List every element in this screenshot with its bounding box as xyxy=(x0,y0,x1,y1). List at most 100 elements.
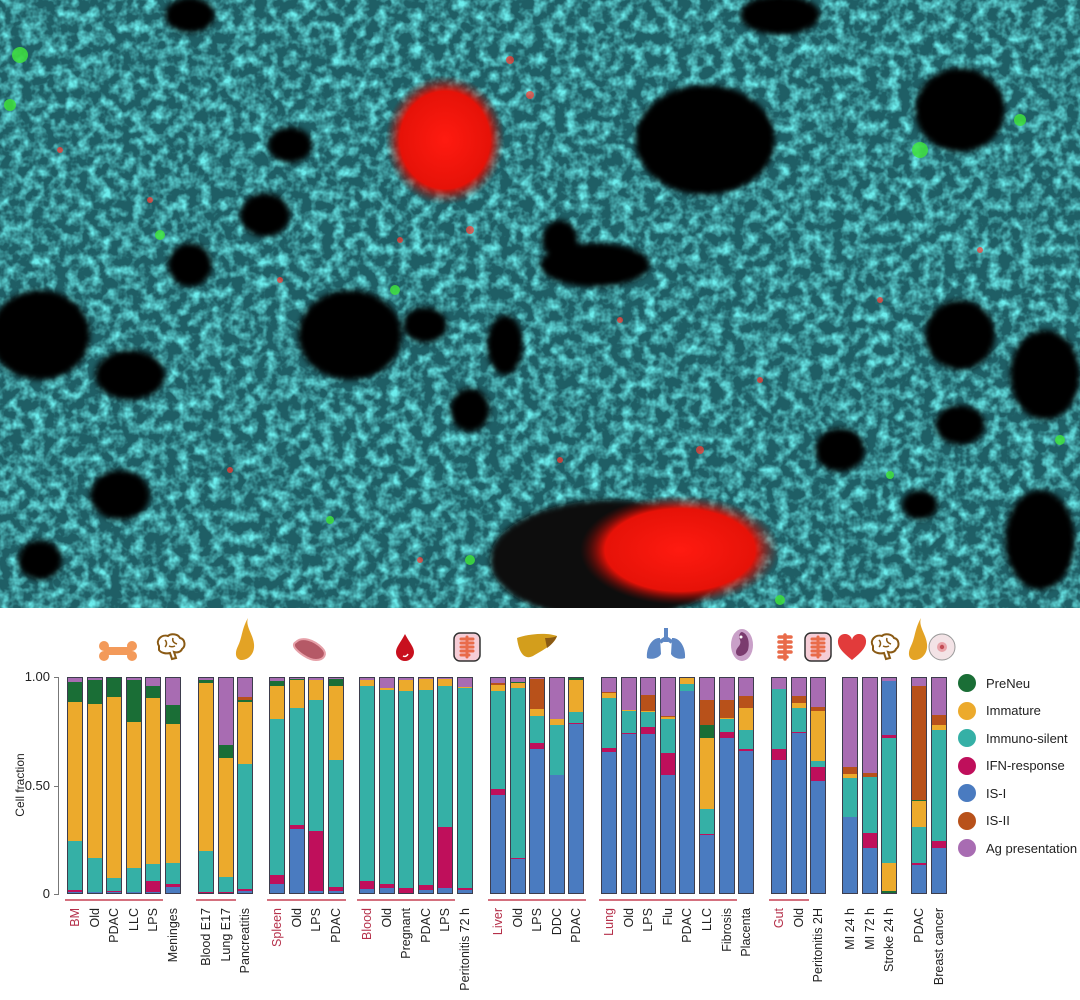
segment-immature xyxy=(621,710,636,712)
group-underline xyxy=(267,899,346,901)
segment-preneu xyxy=(126,680,141,723)
segment-immuno-silent xyxy=(199,851,213,893)
x-tick-label: LLC xyxy=(700,908,714,931)
segment-immuno-silent xyxy=(739,729,754,749)
x-tick-label: Old xyxy=(289,908,304,928)
segment-immature xyxy=(458,686,472,688)
segment-ifn-response xyxy=(379,884,394,888)
segment-is-i xyxy=(289,828,304,893)
segment-preneu xyxy=(68,682,82,702)
segment-is-i xyxy=(68,891,82,893)
segment-ifn-response xyxy=(882,735,897,739)
segment-is-i xyxy=(438,887,453,893)
segment-is-i xyxy=(126,892,141,893)
segment-ag-presentation xyxy=(862,678,877,773)
legend-label: Ag presentation xyxy=(986,840,1078,856)
bar-liver xyxy=(490,677,506,894)
segment-immature xyxy=(602,693,616,699)
segment-ag-presentation xyxy=(530,678,545,680)
segment-immature xyxy=(289,680,304,709)
x-tick-label: Lung E17 xyxy=(218,908,233,962)
x-tick-label: BM xyxy=(68,908,82,927)
segment-immature xyxy=(146,698,161,864)
segment-immature xyxy=(68,701,82,842)
bar-old xyxy=(790,677,807,894)
x-tick-label: Old xyxy=(621,908,636,928)
x-tick-label: Lung xyxy=(602,908,616,936)
bar-lps xyxy=(529,677,546,894)
segment-immuno-silent xyxy=(270,718,284,875)
segment-immuno-silent xyxy=(68,841,82,890)
segment-ag-presentation xyxy=(199,678,213,681)
segment-immature xyxy=(641,711,656,713)
segment-ag-presentation xyxy=(418,678,433,680)
segment-ag-presentation xyxy=(309,678,324,681)
group-underline xyxy=(65,899,164,901)
segment-ag-presentation xyxy=(700,678,714,700)
segment-ag-presentation xyxy=(602,678,616,693)
segment-immature xyxy=(931,725,946,730)
bar-fibrosis xyxy=(718,677,735,894)
segment-ag-presentation xyxy=(621,678,636,711)
segment-ifn-response xyxy=(399,887,414,893)
segment-preneu xyxy=(107,678,122,698)
segment-immuno-silent xyxy=(931,729,946,842)
x-tick-label: MI 72 h xyxy=(862,908,877,950)
bar-pdac xyxy=(417,677,434,894)
segment-ifn-response xyxy=(621,732,636,734)
bar-mi-72-h xyxy=(861,677,878,894)
segment-immuno-silent xyxy=(379,689,394,885)
segment-is-i xyxy=(458,889,472,893)
intestine-icon xyxy=(773,632,797,667)
y-tick-label: 1.00 xyxy=(24,669,50,684)
segment-ag-presentation xyxy=(360,678,374,681)
segment-immuno-silent xyxy=(811,760,826,768)
segment-is-ii xyxy=(700,699,714,726)
segment-ag-presentation xyxy=(146,678,161,686)
x-tick-label: Flu xyxy=(660,908,675,926)
segment-is-ii xyxy=(602,692,616,694)
segment-immature xyxy=(166,724,180,863)
bar-pdac xyxy=(679,677,696,894)
segment-immuno-silent xyxy=(602,698,616,748)
segment-is-i xyxy=(772,759,786,893)
legend-label: Immuno-silent xyxy=(986,730,1068,746)
x-tick-label: PDAC xyxy=(912,908,926,943)
pancreas-icon xyxy=(907,616,929,667)
segment-immuno-silent xyxy=(491,690,505,789)
segment-immature xyxy=(309,680,324,700)
blood-drop-icon xyxy=(394,632,416,667)
segment-preneu xyxy=(289,679,304,681)
x-tick-label: LPS xyxy=(438,908,453,932)
bar-breast-cancer xyxy=(930,677,947,894)
x-tick-label: PDAC xyxy=(107,908,122,943)
segment-is-i xyxy=(379,887,394,893)
segment-immuno-silent xyxy=(418,689,433,886)
segment-immature xyxy=(199,682,213,852)
segment-ag-presentation xyxy=(882,678,897,682)
liver-icon xyxy=(515,632,559,667)
bar-llc xyxy=(699,677,715,894)
segment-ag-presentation xyxy=(379,678,394,688)
segment-immature xyxy=(328,685,343,760)
x-tick-label: PDAC xyxy=(328,908,343,943)
legend-item-immature: Immature xyxy=(958,701,1041,720)
segment-immature xyxy=(739,708,754,730)
bar-old xyxy=(509,677,526,894)
segment-is-ii xyxy=(530,679,545,710)
segment-ag-presentation xyxy=(739,678,754,697)
segment-ifn-response xyxy=(791,731,806,733)
legend-swatch xyxy=(958,701,976,720)
segment-is-i xyxy=(530,748,545,893)
segment-immuno-silent xyxy=(641,712,656,728)
segment-is-i xyxy=(328,890,343,893)
segment-ifn-response xyxy=(238,888,253,891)
segment-ag-presentation xyxy=(270,678,284,682)
segment-is-ii xyxy=(931,714,946,726)
segment-immuno-silent xyxy=(146,864,161,882)
segment-preneu xyxy=(218,744,233,758)
segment-is-i xyxy=(309,890,324,893)
segment-immuno-silent xyxy=(549,725,564,775)
segment-is-i xyxy=(811,781,826,893)
segment-immuno-silent xyxy=(107,877,122,891)
